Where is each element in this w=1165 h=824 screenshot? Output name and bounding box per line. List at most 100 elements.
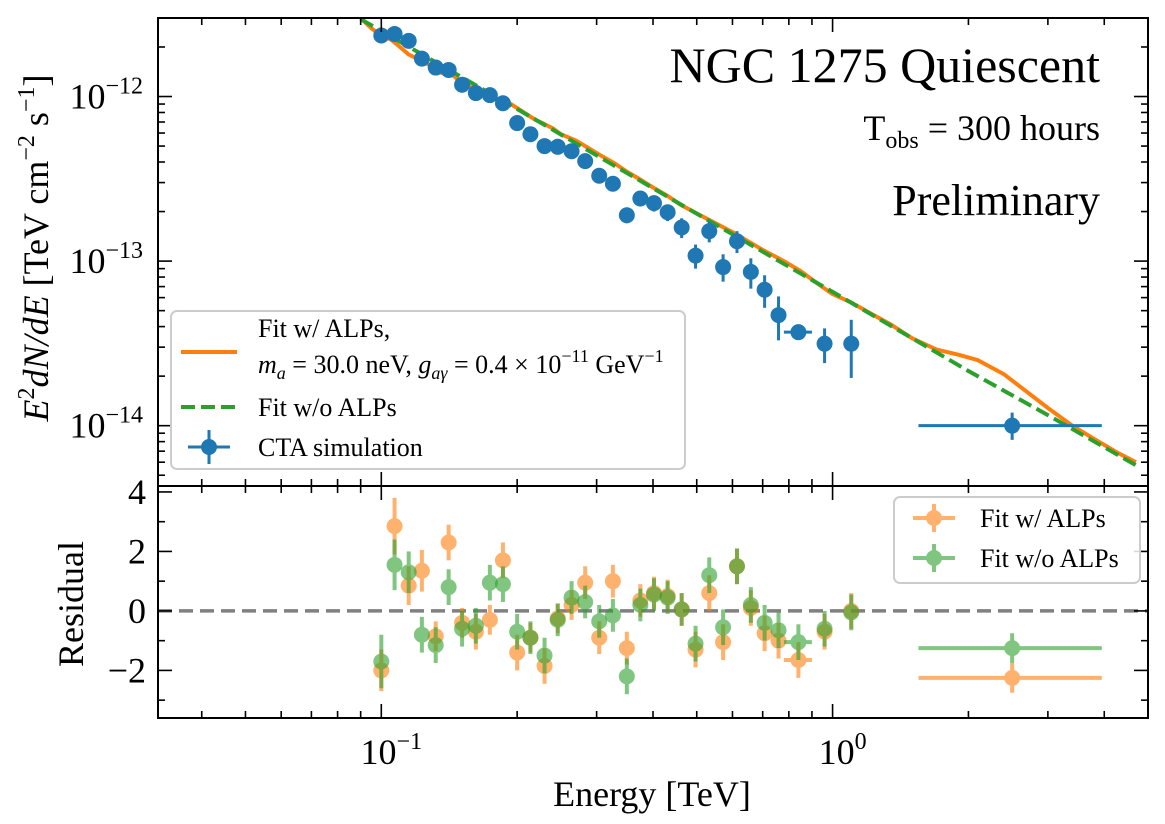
- x-tick-label-exp: −1: [397, 729, 423, 755]
- residual-legend: Fit w/ ALPs Fit w/o ALPs: [893, 496, 1141, 584]
- cta-point: [400, 32, 417, 49]
- legend-label-res-noalps: Fit w/o ALPs: [980, 544, 1119, 573]
- cta-point: [604, 175, 621, 192]
- residual-point-noalps: [715, 609, 732, 646]
- cta-marker: [400, 32, 417, 49]
- residual-point-noalps: [604, 599, 621, 632]
- main-legend: Fit w/ ALPs, ma = 30.0 neV, gaγ = 0.4 × …: [170, 310, 686, 470]
- res-y-tick-label: 4: [128, 472, 146, 512]
- cta-point: [494, 95, 511, 112]
- residual-marker: [509, 623, 526, 640]
- cta-point: [467, 85, 484, 102]
- main-y-tick-label-exp: −14: [105, 403, 143, 429]
- legend-g-sub: aγ: [431, 363, 448, 383]
- fit-noalps-line: [359, 18, 1137, 467]
- cta-point: [536, 138, 553, 155]
- cta-marker: [413, 50, 430, 67]
- residual-frame: [157, 485, 1149, 719]
- cta-point: [454, 76, 471, 93]
- residual-point-noalps: [783, 624, 812, 660]
- cta-point: [756, 275, 773, 308]
- main-y-tick-label: 10−13: [69, 238, 143, 281]
- cta-marker: [1004, 417, 1021, 434]
- main-y-axis-label: E2dN/dE [TeV cm−2 s−1]: [14, 75, 56, 423]
- cta-point: [645, 195, 662, 212]
- residual-marker: [645, 586, 662, 603]
- cta-marker: [509, 115, 526, 132]
- main-legend-box: [170, 310, 686, 470]
- legend-swatch-res-alps: [913, 504, 955, 532]
- main-y-tick-label: 10−14: [69, 403, 143, 446]
- residual-marker: [1004, 669, 1021, 686]
- residual-point-noalps: [843, 594, 860, 631]
- cta-marker: [701, 223, 718, 240]
- residual-point-alps: [604, 564, 621, 598]
- residual-point-noalps: [373, 634, 390, 689]
- main-y-tick-label-base: 10: [69, 77, 105, 117]
- residual-marker: [577, 594, 594, 610]
- residual-marker: [413, 562, 430, 579]
- tobs-base: T: [863, 108, 885, 148]
- legend-g-exp: −11: [561, 346, 588, 366]
- residual-marker: [549, 611, 566, 628]
- main-y-tick-label-exp: −12: [105, 74, 143, 100]
- residual-marker: [701, 567, 718, 584]
- residual-point-noalps: [400, 551, 417, 594]
- cta-point: [481, 87, 498, 104]
- x-tick-label: 10−1: [361, 729, 423, 772]
- cta-point: [618, 207, 635, 224]
- cta-marker: [673, 219, 690, 236]
- residual-point-noalps: [427, 627, 444, 663]
- cta-point: [440, 61, 457, 78]
- main-y-tick-label: 10−12: [69, 74, 143, 117]
- ylabel-s: s: [16, 112, 56, 135]
- residual-point-noalps: [742, 587, 759, 623]
- legend-swatch-res-noalps: [913, 544, 955, 572]
- residual-marker: [843, 604, 860, 621]
- legend-g: g: [418, 350, 431, 379]
- residual-point-noalps: [386, 539, 403, 591]
- residual-marker: [756, 614, 773, 631]
- residual-marker: [536, 647, 553, 664]
- cta-marker: [373, 27, 390, 44]
- cta-marker: [427, 59, 444, 76]
- cta-point: [373, 27, 390, 44]
- residual-marker: [728, 558, 745, 575]
- residual-marker: [494, 552, 511, 569]
- cta-marker: [591, 167, 608, 184]
- residual-point-noalps: [481, 564, 498, 601]
- cta-marker: [467, 85, 484, 102]
- residual-marker: [467, 617, 484, 634]
- residual-point-noalps: [440, 569, 457, 605]
- cta-marker: [604, 175, 621, 192]
- residual-point-noalps: [728, 548, 745, 585]
- residual-point-alps: [413, 549, 430, 592]
- residual-marker: [373, 653, 390, 670]
- residual-marker: [591, 613, 608, 630]
- residual-point-noalps: [494, 566, 511, 602]
- ylabel-e-exp: 2: [14, 387, 40, 399]
- ylabel-de: dE: [16, 295, 56, 335]
- residual-point-noalps: [770, 612, 787, 649]
- residual-marker: [673, 601, 690, 618]
- cta-marker: [454, 76, 471, 93]
- cta-point: [783, 324, 812, 341]
- cta-point: [591, 167, 608, 184]
- residual-marker: [618, 640, 635, 657]
- main-plot-area: [359, 18, 1137, 467]
- ylabel-slash: /: [16, 332, 56, 347]
- residual-marker: [618, 668, 635, 685]
- residual-marker: [481, 574, 498, 591]
- cta-marker: [494, 95, 511, 112]
- observation-time: Tobs = 300 hours: [863, 108, 1100, 154]
- residual-point-noalps: [673, 593, 690, 626]
- cta-marker: [645, 195, 662, 212]
- cta-marker: [549, 138, 566, 155]
- cta-point: [522, 126, 539, 143]
- res-y-tick-label: 2: [128, 531, 146, 571]
- cta-point: [659, 204, 676, 222]
- cta-point: [843, 319, 860, 378]
- residual-point-noalps: [536, 637, 553, 674]
- residual-marker: [816, 620, 833, 637]
- legend-ma: m: [258, 350, 277, 379]
